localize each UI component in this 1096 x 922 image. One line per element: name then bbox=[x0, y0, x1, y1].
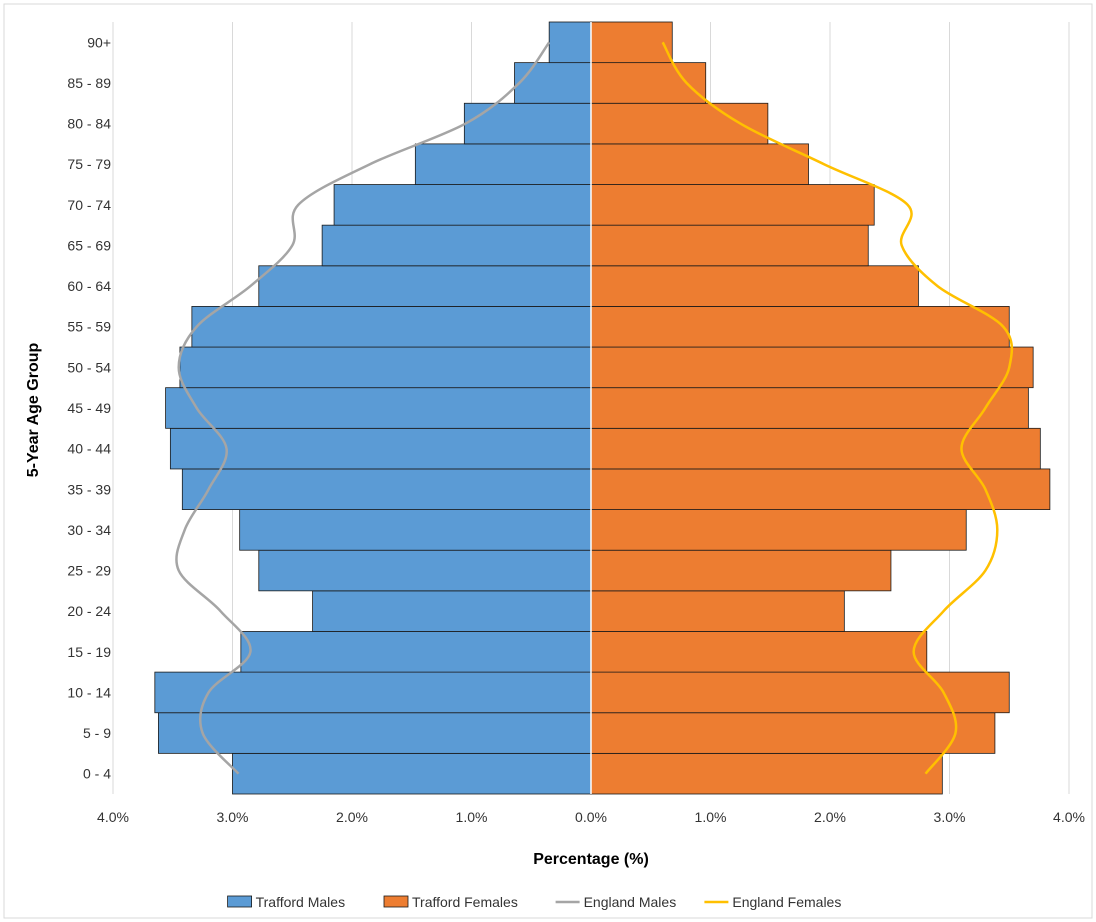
x-tick-label: 3.0% bbox=[934, 809, 966, 825]
x-tick-label: 2.0% bbox=[336, 809, 368, 825]
y-tick-label: 25 - 29 bbox=[67, 563, 111, 579]
x-tick-label: 4.0% bbox=[1053, 809, 1085, 825]
female-bar bbox=[590, 265, 919, 307]
legend-label: England Females bbox=[732, 894, 841, 910]
x-axis-title: Percentage (%) bbox=[533, 851, 649, 868]
female-bar bbox=[590, 306, 1010, 348]
axes-layer: 4.0% 3.0% 2.0% 1.0% 0.0% 1.0% 2.0% 3.0% 4.0% 0 - … bbox=[67, 22, 1085, 825]
legend: Trafford Males Trafford Females England Ma… bbox=[227, 894, 841, 910]
x-tick-label: 1.0% bbox=[456, 809, 488, 825]
male-bar bbox=[191, 306, 592, 348]
lines-layer bbox=[175, 41, 1014, 775]
female-bar bbox=[590, 21, 673, 64]
y-tick-label: 85 - 89 bbox=[67, 75, 111, 91]
x-tick-label: 1.0% bbox=[695, 809, 727, 825]
female-bar bbox=[590, 631, 928, 673]
x-tick-label: 2.0% bbox=[814, 809, 846, 825]
y-tick-label: 75 - 79 bbox=[67, 156, 111, 172]
male-bar bbox=[232, 752, 592, 795]
male-bar bbox=[312, 590, 592, 632]
male-bar bbox=[463, 102, 592, 145]
female-bar bbox=[590, 143, 809, 185]
y-tick-label: 80 - 84 bbox=[67, 116, 111, 132]
y-tick-label: 90+ bbox=[87, 34, 111, 50]
legend-label: Trafford Females bbox=[412, 894, 518, 910]
x-tick-label: 0.0% bbox=[575, 809, 607, 825]
male-bar bbox=[239, 509, 592, 551]
y-tick-label: 10 - 14 bbox=[67, 684, 111, 700]
male-bar bbox=[240, 631, 592, 673]
male-bar bbox=[181, 468, 592, 510]
female-bar bbox=[590, 712, 996, 754]
x-tick-label: 4.0% bbox=[97, 809, 129, 825]
y-tick-label: 0 - 4 bbox=[83, 766, 111, 782]
female-bar bbox=[590, 468, 1051, 510]
male-bar bbox=[414, 143, 592, 185]
legend-swatch bbox=[227, 895, 253, 908]
y-tick-label: 5 - 9 bbox=[83, 725, 111, 741]
female-bar bbox=[590, 224, 869, 267]
female-bar bbox=[590, 590, 845, 632]
male-bar bbox=[321, 224, 592, 267]
male-bar bbox=[158, 712, 592, 754]
male-bar bbox=[169, 427, 592, 470]
female-bar bbox=[590, 549, 892, 592]
y-axis-title: 5-Year Age Group bbox=[25, 343, 42, 478]
female-bar bbox=[590, 671, 1010, 714]
y-tick-label: 40 - 44 bbox=[67, 441, 111, 457]
male-bar bbox=[333, 184, 592, 226]
female-bar bbox=[590, 346, 1034, 389]
y-tick-label: 20 - 24 bbox=[67, 603, 111, 619]
legend-swatch bbox=[383, 895, 409, 908]
male-bar bbox=[165, 387, 592, 429]
female-bar bbox=[590, 427, 1041, 470]
x-tick-label: 3.0% bbox=[217, 809, 249, 825]
legend-label: Trafford Males bbox=[256, 894, 345, 910]
male-bar bbox=[258, 549, 592, 592]
england-females-line bbox=[661, 41, 1014, 775]
y-tick-label: 45 - 49 bbox=[67, 400, 111, 416]
y-tick-label: 55 - 59 bbox=[67, 319, 111, 335]
female-bar bbox=[590, 509, 967, 551]
male-bar bbox=[258, 265, 592, 307]
y-tick-label: 50 - 54 bbox=[67, 359, 111, 375]
male-bar bbox=[514, 62, 592, 104]
male-bar bbox=[548, 21, 592, 64]
y-tick-label: 35 - 39 bbox=[67, 481, 111, 497]
female-bar bbox=[590, 752, 943, 795]
y-tick-label: 60 - 64 bbox=[67, 278, 111, 294]
male-bar bbox=[179, 346, 592, 389]
y-tick-label: 15 - 19 bbox=[67, 644, 111, 660]
female-bar bbox=[590, 184, 875, 226]
female-bar bbox=[590, 387, 1029, 429]
legend-label: England Males bbox=[584, 894, 677, 910]
bars-layer bbox=[154, 21, 1051, 795]
y-tick-label: 30 - 34 bbox=[67, 522, 111, 538]
england-males-line bbox=[175, 41, 551, 775]
male-bar bbox=[154, 671, 592, 714]
y-tick-label: 70 - 74 bbox=[67, 197, 111, 213]
y-tick-label: 65 - 69 bbox=[67, 237, 111, 253]
female-bar bbox=[590, 62, 707, 104]
